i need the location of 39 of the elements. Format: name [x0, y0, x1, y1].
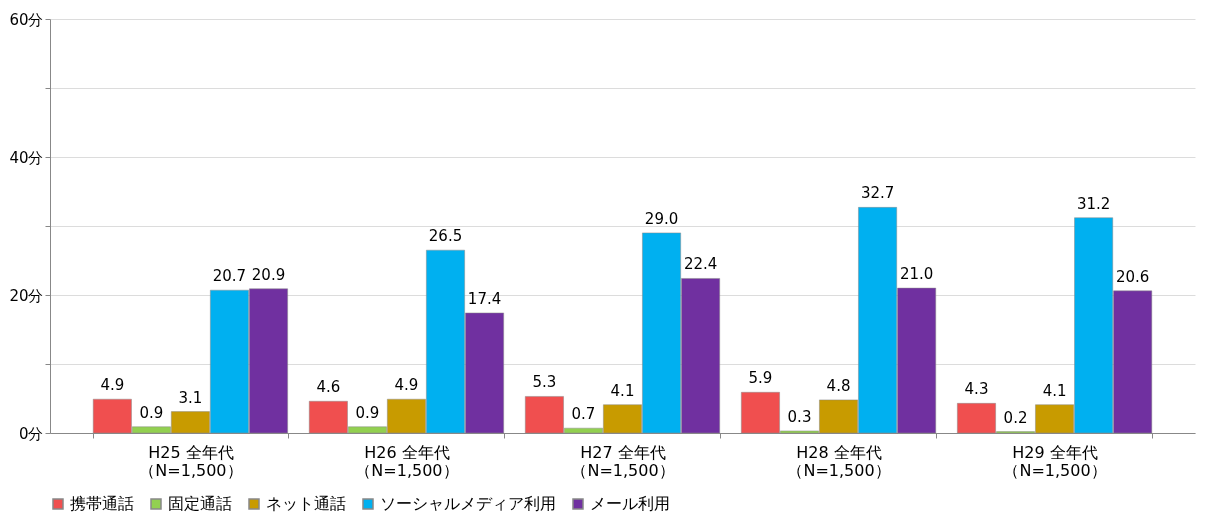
legend-label: 固定通話 — [168, 494, 232, 513]
data-label: 20.7 — [212, 267, 247, 286]
x-tick-label: H26 全年代（N=1,500） — [355, 442, 459, 480]
data-label: 0.3 — [787, 407, 812, 426]
data-label: 4.8 — [826, 376, 851, 395]
x-tick-label: H29 全年代（N=1,500） — [1003, 442, 1107, 480]
data-label: 4.1 — [1042, 381, 1067, 400]
data-label: 0.2 — [1003, 408, 1028, 427]
data-label: 4.9 — [394, 376, 419, 395]
data-label: 20.6 — [1115, 267, 1150, 286]
legend-label: ソーシャルメディア利用 — [380, 494, 556, 513]
data-label: 5.3 — [532, 373, 557, 392]
data-label: 21.0 — [899, 265, 934, 284]
data-label: 0.9 — [139, 403, 164, 422]
x-tick-label: H27 全年代（N=1,500） — [571, 442, 675, 480]
y-tick-label: 0分 — [18, 424, 44, 443]
data-label: 32.7 — [860, 184, 895, 203]
data-label: 0.9 — [355, 403, 380, 422]
y-tick-label: 40分 — [9, 148, 44, 167]
legend-label: 携帯通話 — [70, 494, 134, 513]
y-tick-label: 20分 — [9, 286, 44, 305]
data-label: 4.6 — [316, 378, 341, 397]
data-label: 31.2 — [1076, 194, 1111, 213]
data-label: 29.0 — [644, 209, 679, 228]
data-label: 22.4 — [683, 255, 718, 274]
legend-label: メール利用 — [590, 494, 670, 513]
data-label: 17.4 — [467, 289, 502, 308]
data-label: 5.9 — [748, 369, 773, 388]
legend-label: ネット通話 — [266, 494, 346, 513]
data-label: 20.9 — [251, 265, 286, 284]
x-tick-label: H25 全年代（N=1,500） — [139, 442, 243, 480]
data-label: 4.3 — [964, 380, 989, 399]
data-label: 0.7 — [571, 405, 596, 424]
data-label: 4.1 — [610, 381, 635, 400]
y-tick-label: 60分 — [9, 10, 44, 29]
data-label: 3.1 — [178, 388, 203, 407]
data-label: 4.9 — [100, 376, 125, 395]
x-tick-label: H28 全年代（N=1,500） — [787, 442, 891, 480]
data-label: 26.5 — [428, 227, 463, 246]
